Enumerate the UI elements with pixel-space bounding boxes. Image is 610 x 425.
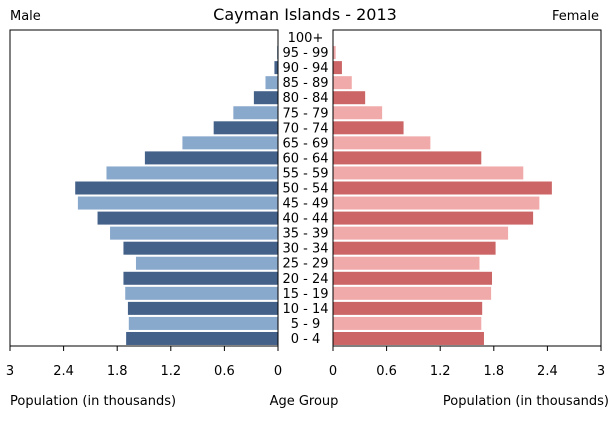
age-group-label: 60 - 64 — [282, 151, 328, 166]
age-group-label: 40 - 44 — [282, 212, 328, 227]
age-group-label: 20 - 24 — [282, 272, 328, 287]
male-bar — [182, 136, 278, 150]
female-bar — [333, 331, 484, 345]
female-bar — [333, 136, 431, 150]
age-group-label: 15 - 19 — [282, 287, 328, 302]
male-bar — [274, 61, 278, 75]
male-bar — [106, 166, 278, 180]
male-bar — [253, 91, 278, 105]
male-tick-label: 1.2 — [160, 364, 181, 379]
age-group-label: 95 - 99 — [282, 46, 328, 61]
female-x-axis: 0 0.6 1.2 1.8 2.4 3 — [329, 345, 605, 379]
female-bar — [333, 166, 524, 180]
male-bar — [233, 106, 278, 120]
age-group-label: 65 - 69 — [282, 136, 328, 151]
female-bar — [333, 106, 383, 120]
female-tick-label: 2.4 — [537, 364, 558, 379]
male-tick-label: 3 — [6, 364, 14, 379]
male-label: Male — [10, 9, 41, 24]
age-group-axis-title: Age Group — [270, 394, 339, 409]
male-tick-label: 1.8 — [107, 364, 128, 379]
male-bar — [127, 301, 278, 315]
female-bar — [333, 151, 482, 165]
chart-title: Cayman Islands - 2013 — [213, 5, 397, 24]
male-bar — [123, 271, 278, 285]
female-bar — [333, 121, 404, 135]
female-series — [333, 31, 552, 345]
age-group-label: 35 - 39 — [282, 227, 328, 242]
age-group-label: 30 - 34 — [282, 242, 328, 257]
female-axis-title: Population (in thousands) — [443, 394, 609, 409]
male-bar — [75, 181, 278, 195]
female-bar — [333, 61, 342, 75]
male-bar — [126, 331, 278, 345]
male-bar — [125, 286, 279, 300]
male-bar — [77, 196, 278, 210]
female-label: Female — [552, 9, 599, 24]
male-tick-label: 0.6 — [214, 364, 235, 379]
male-bar — [135, 256, 278, 270]
male-bar — [123, 241, 278, 255]
male-bar — [128, 316, 278, 330]
male-x-axis: 3 2.4 1.8 1.2 0.6 0 — [6, 345, 282, 379]
male-tick-label: 0 — [274, 364, 282, 379]
male-bar — [213, 121, 278, 135]
female-bar — [333, 181, 552, 195]
female-bar — [333, 76, 352, 90]
female-bar — [333, 286, 492, 300]
female-bar — [333, 226, 509, 240]
female-bar — [333, 301, 483, 315]
age-group-label: 25 - 29 — [282, 257, 328, 272]
male-axis-title: Population (in thousands) — [10, 394, 176, 409]
age-group-label: 85 - 89 — [282, 76, 328, 91]
age-group-label: 50 - 54 — [282, 182, 328, 197]
age-group-label: 75 - 79 — [282, 106, 328, 121]
female-bar — [333, 91, 366, 105]
age-group-label: 5 - 9 — [291, 317, 321, 332]
age-group-label: 90 - 94 — [282, 61, 328, 76]
age-group-label: 55 - 59 — [282, 166, 328, 181]
age-group-label: 0 - 4 — [291, 332, 321, 347]
age-group-label: 80 - 84 — [282, 91, 328, 106]
female-tick-label: 0.6 — [376, 364, 397, 379]
male-bar — [97, 211, 279, 225]
age-group-label: 70 - 74 — [282, 121, 328, 136]
male-tick-label: 2.4 — [53, 364, 74, 379]
age-group-label: 45 - 49 — [282, 197, 328, 212]
female-bar — [333, 271, 493, 285]
male-series — [75, 31, 279, 345]
female-bar — [333, 316, 482, 330]
female-tick-label: 0 — [329, 364, 337, 379]
female-tick-label: 1.2 — [430, 364, 451, 379]
male-bar — [144, 151, 278, 165]
female-bar — [333, 211, 534, 225]
age-group-label: 100+ — [288, 31, 324, 46]
female-bar — [333, 196, 540, 210]
female-bar — [333, 256, 480, 270]
male-bar — [265, 76, 278, 90]
female-bar — [333, 241, 496, 255]
male-bar — [110, 226, 278, 240]
female-bar — [333, 46, 336, 60]
age-group-label: 10 - 14 — [282, 302, 328, 317]
female-tick-label: 3 — [597, 364, 605, 379]
female-tick-label: 1.8 — [483, 364, 504, 379]
